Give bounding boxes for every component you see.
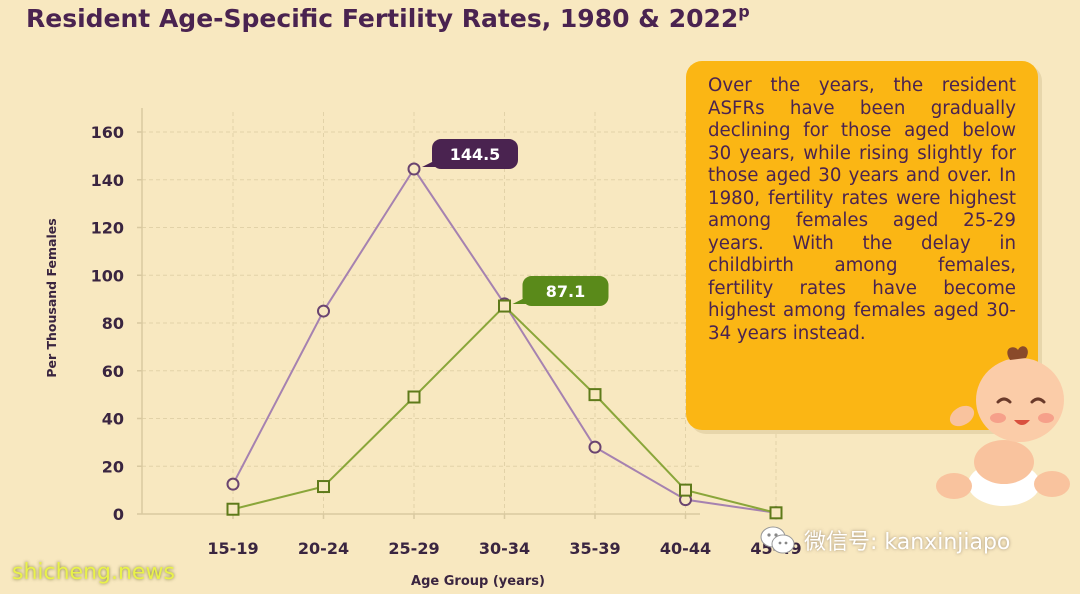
y-tick-label: 80 bbox=[102, 314, 124, 333]
x-tick-label: 25-29 bbox=[388, 539, 439, 558]
x-tick-label: 35-39 bbox=[569, 539, 620, 558]
callout-1980: 144.5 bbox=[422, 139, 518, 170]
data-point-1980 bbox=[588, 440, 602, 454]
data-point-2022 bbox=[498, 299, 511, 313]
data-point-2022 bbox=[769, 506, 783, 520]
y-tick-label: 100 bbox=[91, 266, 124, 285]
data-point-2022 bbox=[588, 388, 602, 402]
y-tick-label: 20 bbox=[102, 457, 124, 476]
info-box: Over the years, the resident ASFRs have … bbox=[686, 61, 1038, 430]
y-tick-label: 40 bbox=[102, 410, 124, 429]
y-tick-label: 160 bbox=[91, 123, 124, 142]
y-tick-label: 120 bbox=[91, 219, 124, 238]
callout-label: 87.1 bbox=[546, 282, 585, 301]
data-point-2022 bbox=[679, 483, 692, 497]
info-box-text: Over the years, the resident ASFRs have … bbox=[708, 75, 1016, 344]
y-axis-label: Per Thousand Females bbox=[44, 218, 59, 377]
x-tick-label: 20-24 bbox=[298, 539, 349, 558]
site-watermark: shicheng.news bbox=[12, 560, 175, 585]
callout-box bbox=[522, 276, 609, 307]
callout-2022: 87.1 bbox=[512, 276, 609, 307]
wechat-watermark-text: 微信号: kanxinjiapo bbox=[804, 530, 1011, 555]
data-point-2022 bbox=[317, 480, 330, 494]
callout-label: 144.5 bbox=[450, 145, 501, 164]
baby-illustration bbox=[936, 346, 1070, 506]
data-point-1980 bbox=[407, 162, 421, 176]
y-tick-label: 140 bbox=[91, 171, 124, 190]
x-tick-label: 30-34 bbox=[479, 539, 530, 558]
x-tick-label: 15-19 bbox=[207, 539, 258, 558]
x-axis-label: Age Group (years) bbox=[411, 574, 545, 589]
y-tick-label: 60 bbox=[102, 362, 124, 381]
chart-title-text: Resident Age-Specific Fertility Rates, 1… bbox=[26, 4, 739, 33]
data-point-1980 bbox=[317, 304, 330, 318]
chart-title-superscript: p bbox=[738, 2, 750, 21]
callout-box bbox=[432, 139, 518, 170]
data-point-1980 bbox=[226, 477, 240, 491]
wechat-watermark: 微信号: kanxinjiapo bbox=[760, 524, 1010, 556]
x-tick-label: 40-44 bbox=[660, 539, 711, 558]
data-point-2022 bbox=[226, 502, 240, 516]
wechat-icon bbox=[760, 525, 796, 555]
y-tick-label: 0 bbox=[113, 505, 124, 524]
chart-title: Resident Age-Specific Fertility Rates, 1… bbox=[26, 2, 750, 33]
data-point-2022 bbox=[407, 390, 421, 404]
